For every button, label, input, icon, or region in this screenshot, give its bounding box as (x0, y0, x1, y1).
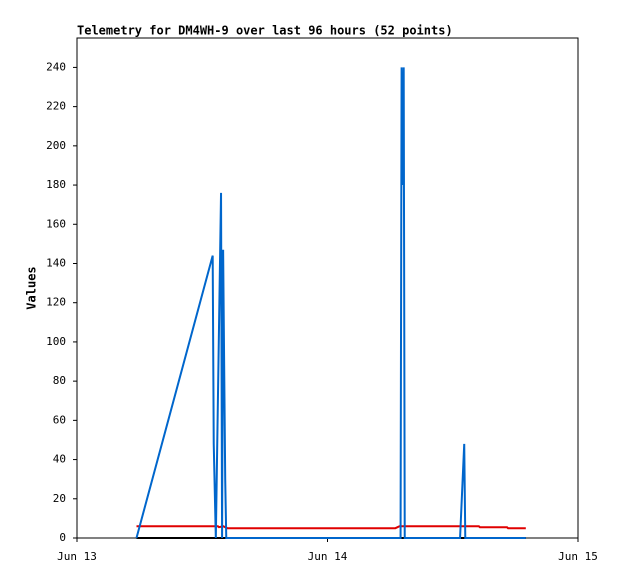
y-tick-label: 220 (46, 100, 66, 113)
y-tick-label: 60 (53, 413, 66, 426)
plot-frame (76, 37, 579, 539)
x-tick-label: Jun 14 (308, 550, 348, 563)
chart-title: Telemetry for DM4WH-9 over last 96 hours… (77, 24, 453, 38)
y-tick-label: 120 (46, 296, 66, 309)
x-tick-label: Jun 13 (57, 550, 97, 563)
y-tick-label: 180 (46, 178, 66, 191)
y-tick-label: 80 (53, 374, 66, 387)
y-axis-label: Values (25, 266, 39, 309)
y-tick-label: 100 (46, 335, 66, 348)
y-tick-label: 200 (46, 139, 66, 152)
data-line (136, 525, 526, 530)
data-line (135, 67, 526, 539)
x-tick-label: Jun 15 (558, 550, 598, 563)
y-tick-label: 20 (53, 492, 66, 505)
y-tick-label: 0 (59, 531, 66, 544)
y-tick-label: 160 (46, 217, 66, 230)
y-tick-label: 240 (46, 60, 66, 73)
y-tick-label: 40 (53, 453, 66, 466)
y-tick-label: 140 (46, 256, 66, 269)
